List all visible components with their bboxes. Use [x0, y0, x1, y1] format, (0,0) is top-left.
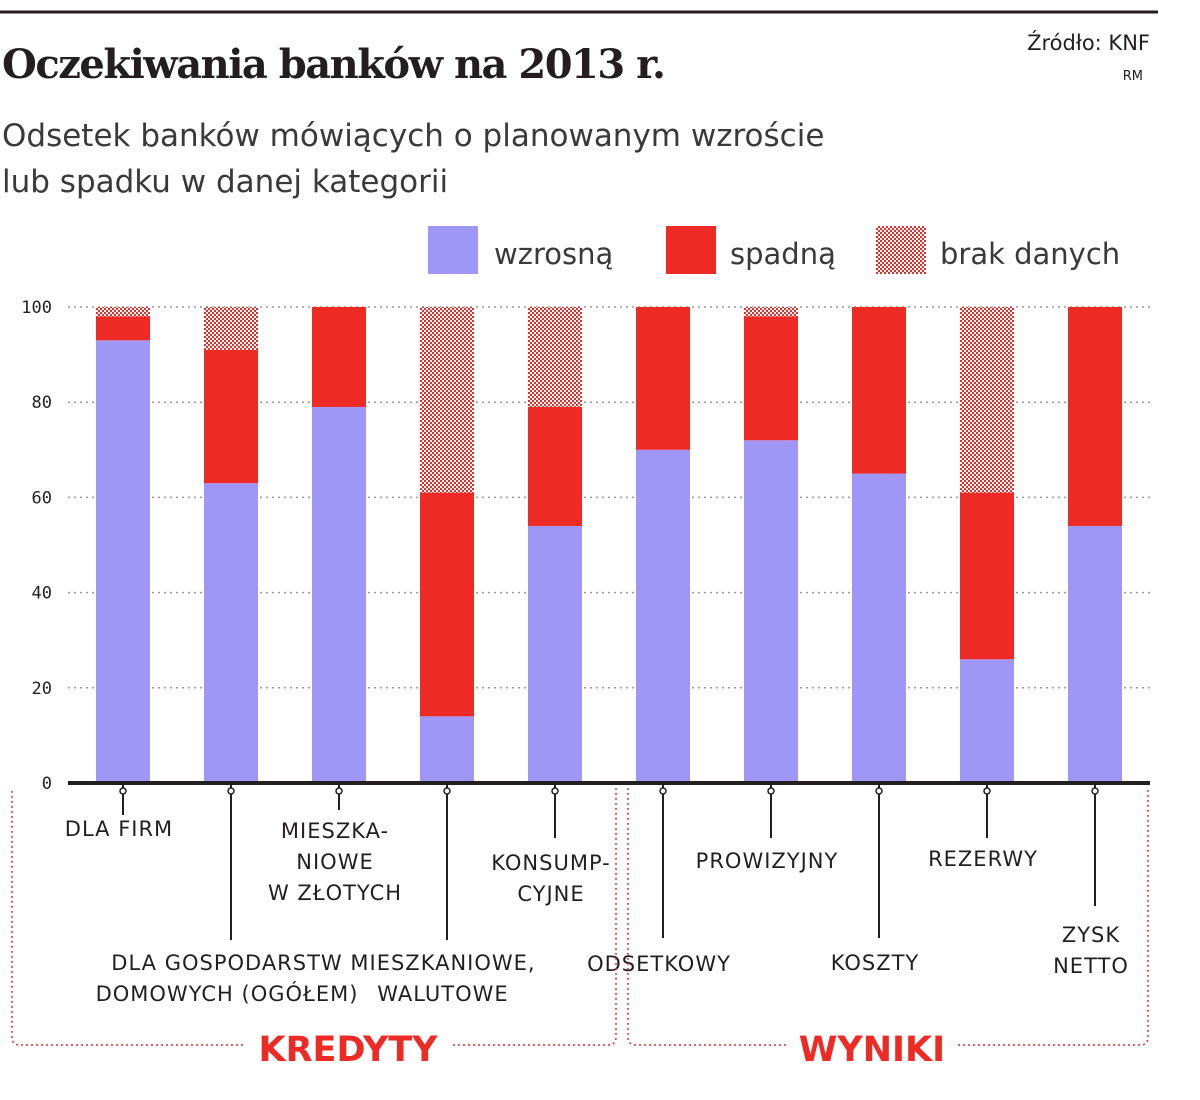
bar-segment-brak-danych	[744, 307, 798, 317]
group-bracket	[627, 788, 1149, 1046]
leader-dot	[659, 787, 667, 795]
bar-segment-brak-danych	[528, 307, 582, 407]
bar-segment-wzrosna	[744, 440, 798, 783]
bar-segment-spadna	[312, 307, 366, 407]
leader-dot	[551, 787, 559, 795]
leader-dot	[335, 787, 343, 795]
chart-subtitle-line-1: Odsetek banków mówiących o planowanym wz…	[2, 118, 824, 154]
bar-segment-spadna	[852, 307, 906, 474]
leader-dot	[875, 787, 883, 795]
y-tick-label: 60	[32, 488, 52, 508]
category-label: MIESZKA-	[281, 819, 389, 843]
legend-swatch-spadna	[666, 226, 716, 274]
bar-segment-brak-danych	[96, 307, 150, 317]
y-tick-label: 80	[32, 393, 52, 413]
bar-segment-spadna	[636, 307, 690, 450]
y-tick-label: 20	[32, 679, 52, 699]
group-label: WYNIKI	[799, 1030, 945, 1070]
category-label: NIOWE	[296, 850, 373, 874]
category-label: REZERWY	[928, 847, 1038, 871]
legend-swatch-wzrosna	[428, 226, 478, 274]
category-label: ZYSK	[1062, 923, 1121, 947]
bar-segment-brak-danych	[420, 307, 474, 493]
legend-label-brak-danych: brak danych	[940, 237, 1120, 271]
bar-segment-wzrosna	[96, 340, 150, 783]
bar-segment-wzrosna	[528, 525, 582, 783]
bar-segment-wzrosna	[960, 659, 1014, 783]
bar-segment-wzrosna	[1068, 525, 1122, 783]
legend-label-wzrosna: wzrosną	[494, 237, 613, 271]
legend-swatch-brak-danych	[876, 226, 926, 274]
group-label: KREDYTY	[258, 1030, 438, 1070]
source-note: Źródło: KNF	[1027, 30, 1150, 55]
y-tick-label: 0	[42, 774, 52, 794]
bar-segment-wzrosna	[312, 406, 366, 783]
group-brackets: KREDYTY WYNIKI	[11, 788, 1149, 1070]
category-label: KONSUMP-	[491, 851, 610, 875]
category-label: MIESZKANIOWE,	[350, 951, 535, 975]
bar-segment-spadna	[1068, 307, 1122, 526]
category-label: ODSETKOWY	[587, 952, 731, 976]
group-bracket	[11, 788, 617, 1046]
bar-segment-spadna	[744, 316, 798, 441]
leader-dot	[983, 787, 991, 795]
bar-segment-wzrosna	[420, 716, 474, 783]
leader-dot	[1091, 787, 1099, 795]
bar-segment-brak-danych	[204, 307, 258, 350]
y-tick-label: 100	[21, 298, 52, 318]
bar-segment-spadna	[960, 492, 1014, 660]
category-labels: DLA FIRM DLA GOSPODARSTW DOMOWYCH (OGÓŁEM)…	[65, 785, 1129, 1006]
legend: wzrosną spadną brak danych	[428, 226, 1120, 274]
leader-dot	[443, 787, 451, 795]
category-label: CYJNE	[517, 882, 584, 906]
leader-dot	[119, 787, 127, 795]
bars	[96, 307, 1122, 783]
bar-segment-wzrosna	[636, 449, 690, 783]
category-label: W ZŁOTYCH	[268, 881, 402, 905]
chart-subtitle-line-2: lub spadku w danej kategorii	[2, 164, 448, 200]
category-label: DLA GOSPODARSTW	[111, 951, 342, 975]
bar-segment-wzrosna	[204, 483, 258, 783]
bar-segment-spadna	[96, 316, 150, 341]
leader-dot	[767, 787, 775, 795]
bar-segment-spadna	[204, 349, 258, 484]
bar-segment-brak-danych	[960, 307, 1014, 493]
category-label: WALUTOWE	[377, 982, 508, 1006]
category-label: PROWIZYJNY	[696, 849, 839, 873]
leader-dot	[227, 787, 235, 795]
legend-label-spadna: spadną	[730, 237, 836, 271]
category-label: DLA FIRM	[65, 817, 173, 841]
author-initials: RM	[1123, 69, 1143, 84]
category-label: NETTO	[1053, 954, 1129, 978]
chart-title: Oczekiwania banków na 2013 r.	[2, 41, 664, 88]
bar-segment-wzrosna	[852, 473, 906, 783]
bar-segment-spadna	[420, 492, 474, 717]
y-tick-label: 40	[32, 584, 52, 604]
bar-segment-spadna	[528, 406, 582, 526]
category-label: DOMOWYCH (OGÓŁEM)	[96, 981, 359, 1006]
category-label: KOSZTY	[831, 951, 920, 975]
